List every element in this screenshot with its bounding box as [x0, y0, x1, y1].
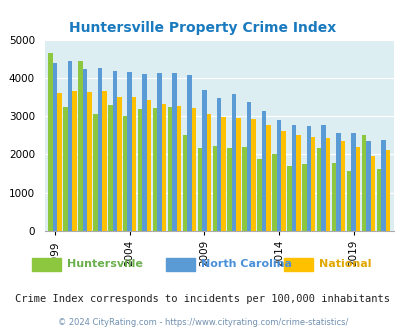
Text: Huntersville: Huntersville — [67, 259, 143, 269]
Bar — [261, 111, 266, 231]
Bar — [132, 97, 136, 231]
Bar — [306, 126, 310, 231]
Bar — [236, 118, 240, 231]
Bar — [138, 109, 142, 231]
Text: © 2024 CityRating.com - https://www.cityrating.com/crime-statistics/: © 2024 CityRating.com - https://www.city… — [58, 318, 347, 327]
Bar — [257, 159, 261, 231]
Bar — [53, 63, 57, 231]
Text: North Carolina: North Carolina — [200, 259, 291, 269]
Bar — [102, 91, 107, 231]
Bar — [112, 71, 117, 231]
Bar — [152, 108, 157, 231]
Bar — [187, 75, 191, 231]
Text: Huntersville Property Crime Index: Huntersville Property Crime Index — [69, 21, 336, 35]
Bar — [295, 135, 300, 231]
Bar — [271, 154, 276, 231]
Text: Crime Index corresponds to incidents per 100,000 inhabitants: Crime Index corresponds to incidents per… — [15, 294, 390, 304]
Bar — [68, 61, 72, 231]
Bar — [365, 141, 370, 231]
Bar — [266, 125, 270, 231]
Bar — [123, 116, 127, 231]
Bar — [276, 120, 281, 231]
Bar — [216, 98, 221, 231]
Bar — [380, 140, 385, 231]
Bar — [336, 133, 340, 231]
Bar — [142, 75, 147, 231]
Bar — [281, 131, 285, 231]
Bar — [346, 171, 350, 231]
Bar — [167, 107, 172, 231]
Bar — [191, 108, 196, 231]
Bar — [286, 166, 291, 231]
Bar — [162, 104, 166, 231]
Bar — [231, 94, 236, 231]
Bar — [331, 163, 336, 231]
Bar — [182, 135, 187, 231]
Bar — [78, 61, 83, 231]
Bar — [221, 117, 226, 231]
Bar — [376, 169, 380, 231]
Bar — [246, 102, 251, 231]
Bar — [361, 135, 365, 231]
Bar — [310, 137, 315, 231]
Bar — [350, 133, 355, 231]
Bar — [57, 93, 62, 231]
Bar — [197, 148, 202, 231]
Bar — [251, 119, 255, 231]
Bar — [93, 114, 97, 231]
Bar — [172, 73, 176, 231]
Bar — [206, 114, 211, 231]
Bar — [108, 106, 112, 231]
Bar — [157, 73, 162, 231]
Bar — [227, 148, 231, 231]
Bar — [83, 69, 87, 231]
Bar — [48, 53, 53, 231]
Bar — [202, 90, 206, 231]
Bar — [212, 147, 216, 231]
Bar — [340, 141, 345, 231]
Bar — [63, 107, 68, 231]
Bar — [325, 138, 330, 231]
Bar — [316, 148, 321, 231]
Bar — [370, 156, 374, 231]
Bar — [147, 100, 151, 231]
Text: National: National — [318, 259, 370, 269]
Bar — [127, 72, 132, 231]
Bar — [291, 125, 295, 231]
Bar — [176, 106, 181, 231]
Bar — [301, 164, 306, 231]
Bar — [355, 147, 359, 231]
Bar — [87, 92, 92, 231]
Bar — [97, 68, 102, 231]
Bar — [242, 147, 246, 231]
Bar — [72, 90, 77, 231]
Bar — [117, 97, 121, 231]
Bar — [385, 150, 389, 231]
Bar — [321, 125, 325, 231]
